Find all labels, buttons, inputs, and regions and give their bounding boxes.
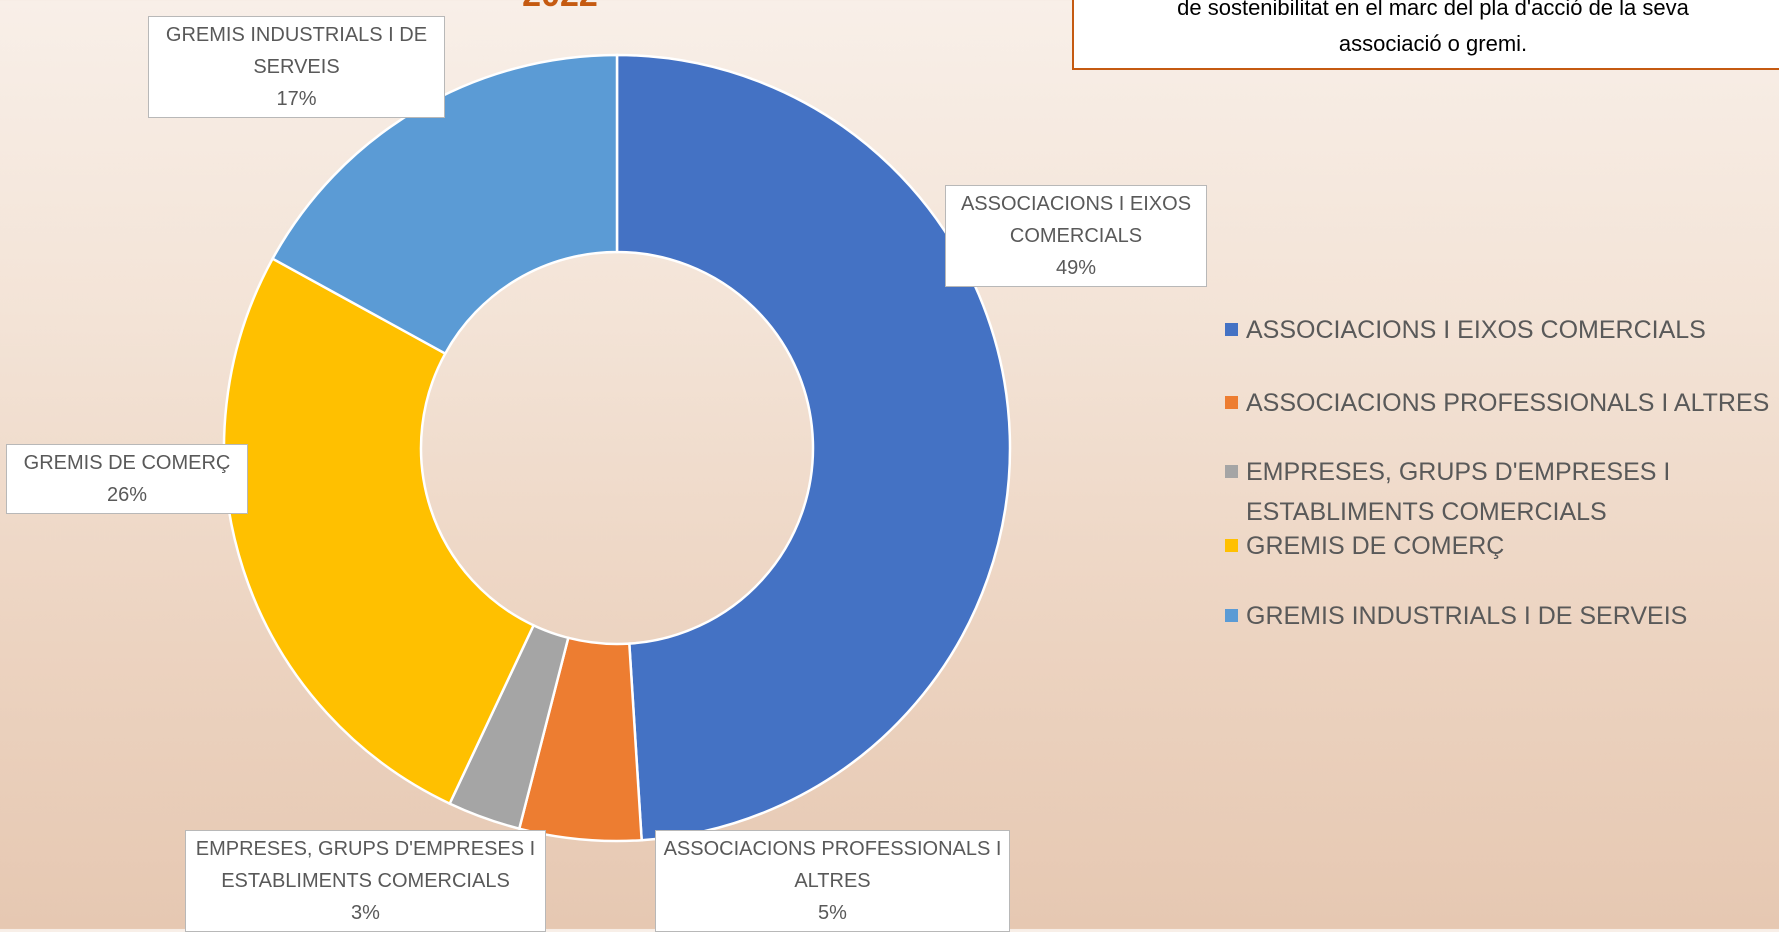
data-label: ASSOCIACIONS I EIXOS COMERCIALS 49%	[945, 185, 1207, 287]
legend-label: EMPRESES, GRUPS D'EMPRESES I ESTABLIMENT…	[1246, 458, 1671, 526]
legend-label: GREMIS DE COMERÇ	[1246, 532, 1505, 560]
data-label: GREMIS INDUSTRIALS I DE SERVEIS 17%	[148, 16, 445, 118]
data-label-name: EMPRESES, GRUPS D'EMPRESES I ESTABLIMENT…	[195, 838, 536, 892]
chart-title: 2022	[500, 0, 620, 15]
legend-item: GREMIS INDUSTRIALS I DE SERVEIS	[1225, 596, 1779, 636]
data-label-value: 3%	[351, 902, 380, 924]
note-line: associació o gremi.	[1338, 31, 1528, 56]
legend-item: GREMIS DE COMERÇ	[1225, 526, 1779, 566]
legend-swatch	[1225, 396, 1238, 409]
data-label-name: GREMIS DE COMERÇ	[23, 452, 231, 474]
legend-swatch	[1225, 323, 1238, 336]
donut-slice	[270, 53, 619, 356]
data-label: ASSOCIACIONS PROFESSIONALS I ALTRES 5%	[655, 830, 1010, 932]
legend-item: EMPRESES, GRUPS D'EMPRESES I ESTABLIMENT…	[1225, 452, 1675, 532]
data-label: GREMIS DE COMERÇ 26%	[6, 444, 248, 514]
data-label-name: GREMIS INDUSTRIALS I DE SERVEIS	[165, 24, 428, 78]
data-label-value: 26%	[106, 484, 148, 506]
data-label-name: ASSOCIACIONS PROFESSIONALS I ALTRES	[663, 838, 1002, 892]
note-box: de sostenibilitat en el marc del pla d'a…	[1072, 0, 1779, 70]
data-label: EMPRESES, GRUPS D'EMPRESES I ESTABLIMENT…	[185, 830, 546, 932]
legend-label: ASSOCIACIONS PROFESSIONALS I ALTRES	[1246, 389, 1770, 417]
note-line: de sostenibilitat en el marc del pla d'a…	[1177, 0, 1689, 20]
legend-label: GREMIS INDUSTRIALS I DE SERVEIS	[1246, 602, 1688, 630]
data-label-value: 5%	[818, 902, 847, 924]
legend-label: ASSOCIACIONS I EIXOS COMERCIALS	[1246, 316, 1706, 344]
legend-swatch	[1225, 465, 1238, 478]
data-label-value: 49%	[1055, 257, 1097, 279]
legend-item: ASSOCIACIONS I EIXOS COMERCIALS	[1225, 310, 1779, 350]
legend-swatch	[1225, 609, 1238, 622]
legend-swatch	[1225, 539, 1238, 552]
data-label-value: 17%	[276, 88, 317, 110]
legend-item: ASSOCIACIONS PROFESSIONALS I ALTRES	[1225, 383, 1779, 423]
donut-slice	[222, 256, 536, 806]
data-label-name: ASSOCIACIONS I EIXOS COMERCIALS	[960, 193, 1192, 247]
donut-slice	[615, 53, 1012, 842]
